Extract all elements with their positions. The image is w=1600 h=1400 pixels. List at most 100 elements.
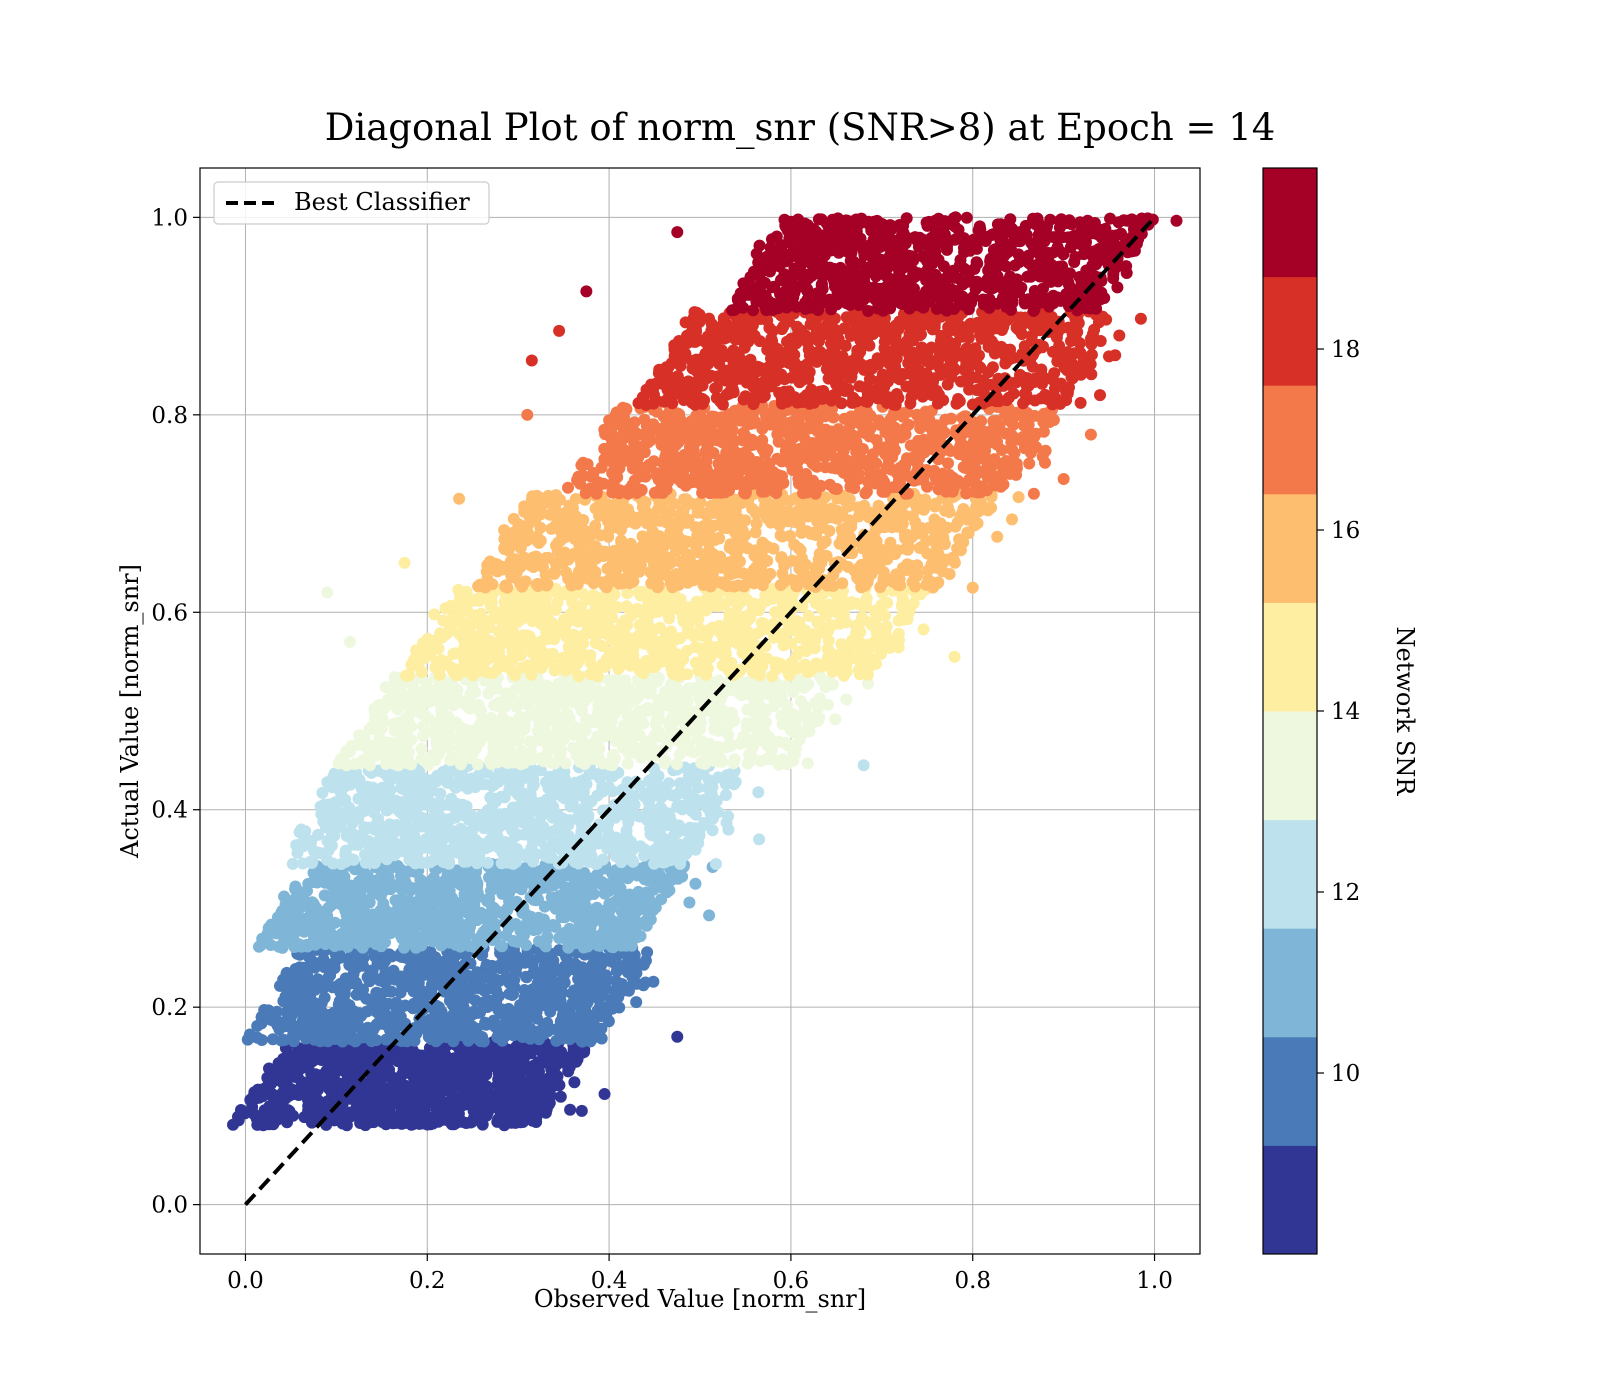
- scatter-point: [476, 1089, 489, 1101]
- scatter-point: [256, 1089, 269, 1102]
- scatter-point: [525, 1047, 537, 1060]
- scatter-point: [495, 1098, 508, 1110]
- scatter-point: [446, 876, 459, 889]
- scatter-point: [340, 829, 353, 842]
- scatter-point: [472, 890, 485, 903]
- scatter-point: [585, 715, 598, 727]
- scatter-point: [371, 835, 384, 848]
- scatter-point: [378, 903, 391, 916]
- scatter-point: [756, 688, 769, 701]
- scatter-point: [329, 916, 341, 929]
- scatter-point: [470, 1063, 483, 1076]
- scatter-point: [397, 900, 410, 913]
- scatter-point: [647, 903, 660, 916]
- scatter-point: [507, 934, 520, 947]
- scatter-point: [342, 1068, 355, 1081]
- scatter-point: [399, 816, 412, 829]
- scatter-point: [418, 1117, 431, 1130]
- scatter-point: [321, 909, 334, 922]
- scatter-point: [721, 769, 734, 782]
- scatter-point: [338, 1031, 351, 1044]
- scatter-point: [510, 700, 523, 713]
- scatter-point: [327, 857, 339, 870]
- scatter-point: [506, 1087, 518, 1100]
- scatter-point: [655, 893, 668, 906]
- scatter-points: [227, 211, 1183, 1132]
- scatter-point: [515, 1074, 528, 1087]
- scatter-point: [285, 1083, 298, 1096]
- scatter-point: [308, 900, 321, 913]
- scatter-point: [344, 955, 357, 967]
- scatter-point: [412, 900, 425, 913]
- scatter-point: [560, 933, 573, 946]
- scatter-point: [645, 748, 658, 761]
- scatter-point: [620, 852, 633, 865]
- chart-title: Diagonal Plot of norm_snr (SNR>8) at Epo…: [325, 106, 1276, 150]
- scatter-point: [366, 964, 379, 977]
- scatter-point: [526, 829, 539, 842]
- scatter-point: [491, 1031, 504, 1044]
- scatter-point: [458, 855, 471, 868]
- scatter-point: [525, 1072, 538, 1085]
- scatter-point: [466, 824, 479, 837]
- scatter-point: [266, 1033, 279, 1046]
- scatter-point: [426, 784, 439, 797]
- scatter-point: [340, 909, 353, 922]
- scatter-point: [419, 682, 432, 695]
- scatter-point: [698, 745, 711, 758]
- scatter-point: [443, 856, 456, 869]
- scatter-point: [450, 1008, 462, 1021]
- scatter-point: [574, 1021, 587, 1034]
- scatter-point: [441, 776, 454, 789]
- scatter-point: [447, 699, 460, 712]
- scatter-point: [618, 692, 631, 705]
- scatter-point: [422, 1051, 435, 1064]
- scatter-point: [787, 686, 799, 698]
- scatter-point: [274, 979, 286, 992]
- scatter-point: [302, 1106, 315, 1119]
- scatter-point: [380, 1118, 392, 1131]
- scatter-point: [560, 902, 573, 915]
- scatter-point: [829, 713, 842, 726]
- scatter-point: [540, 1018, 553, 1031]
- scatter-point: [349, 863, 361, 876]
- scatter-point: [309, 1030, 321, 1043]
- scatter-point: [311, 973, 324, 986]
- scatter-point: [462, 1034, 475, 1047]
- scatter-point: [549, 964, 561, 977]
- scatter-point: [255, 1034, 268, 1046]
- scatter-point: [325, 928, 338, 941]
- scatter-point: [700, 680, 713, 693]
- scatter-point: [728, 753, 741, 766]
- scatter-point: [487, 734, 500, 747]
- scatter-point: [323, 870, 336, 883]
- scatter-point: [688, 776, 701, 789]
- scatter-point: [453, 779, 466, 792]
- scatter-point: [454, 758, 467, 771]
- scatter-point: [488, 778, 501, 791]
- scatter-point: [385, 823, 397, 835]
- scatter-point: [620, 868, 633, 881]
- scatter-point: [415, 1075, 428, 1088]
- scatter-point: [482, 1055, 495, 1068]
- scatter-point: [373, 698, 386, 711]
- scatter-point: [421, 906, 434, 918]
- scatter-point: [468, 1005, 481, 1018]
- scatter-point: [387, 880, 400, 893]
- scatter-point: [499, 961, 512, 974]
- scatter-point: [286, 970, 299, 983]
- scatter-point: [331, 980, 344, 992]
- scatter-point: [315, 997, 328, 1010]
- scatter-point: [591, 789, 604, 802]
- scatter-point: [300, 985, 313, 998]
- scatter-point: [554, 994, 567, 1007]
- scatter-point: [622, 950, 635, 963]
- scatter-point: [374, 987, 387, 1000]
- scatter-point: [445, 792, 458, 805]
- scatter-point: [646, 816, 659, 829]
- scatter-point: [654, 846, 667, 859]
- scatter-point: [363, 975, 376, 988]
- scatter-point: [385, 985, 398, 998]
- scatter-point: [387, 1053, 400, 1066]
- scatter-point: [543, 737, 556, 749]
